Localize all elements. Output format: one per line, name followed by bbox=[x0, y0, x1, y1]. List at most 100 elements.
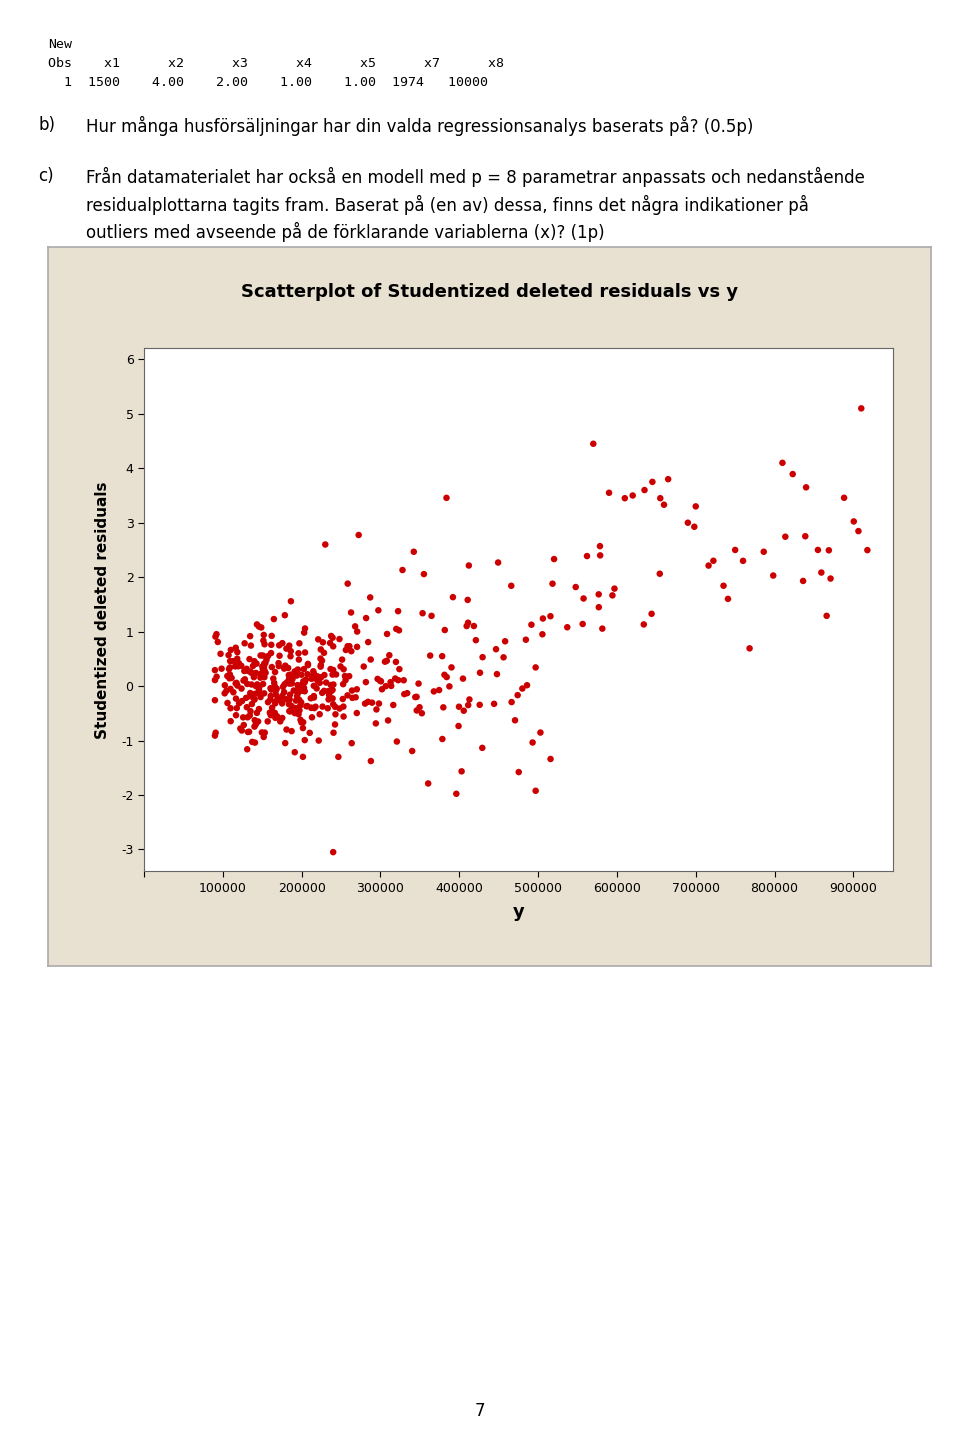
Point bbox=[242, 648, 257, 671]
Point bbox=[210, 630, 226, 653]
Point bbox=[291, 703, 306, 726]
Point bbox=[681, 511, 696, 534]
Point bbox=[228, 636, 244, 659]
Point bbox=[276, 656, 292, 680]
Point bbox=[284, 694, 300, 717]
Point bbox=[288, 697, 303, 720]
Point bbox=[243, 684, 258, 707]
Point bbox=[293, 694, 308, 717]
Point bbox=[258, 661, 274, 684]
Point bbox=[273, 687, 288, 710]
Point bbox=[536, 607, 551, 630]
Point bbox=[396, 682, 412, 706]
Point bbox=[518, 629, 534, 652]
Point bbox=[799, 476, 814, 499]
Point bbox=[306, 674, 322, 697]
Point bbox=[236, 713, 252, 736]
Point bbox=[462, 688, 477, 711]
Point bbox=[778, 526, 793, 549]
Point bbox=[250, 613, 265, 636]
Point bbox=[235, 706, 251, 729]
Point bbox=[511, 761, 526, 784]
Point bbox=[373, 669, 389, 693]
Point bbox=[222, 666, 237, 690]
Point bbox=[233, 655, 249, 678]
Point bbox=[267, 675, 282, 698]
Point bbox=[260, 691, 276, 714]
Point bbox=[219, 680, 234, 703]
Point bbox=[455, 666, 470, 690]
Point bbox=[313, 655, 328, 678]
Point bbox=[250, 701, 265, 725]
Point bbox=[322, 684, 337, 707]
Point bbox=[706, 549, 721, 572]
Point bbox=[528, 780, 543, 803]
Point bbox=[324, 624, 339, 648]
Point bbox=[238, 687, 253, 710]
Point bbox=[414, 701, 429, 725]
Point bbox=[591, 595, 607, 619]
Point bbox=[277, 732, 293, 755]
Point bbox=[309, 677, 324, 700]
Point bbox=[814, 560, 829, 584]
Point bbox=[560, 616, 575, 639]
Point bbox=[223, 649, 238, 672]
Point bbox=[323, 632, 338, 655]
Point bbox=[380, 709, 396, 732]
Point bbox=[297, 729, 312, 752]
Point bbox=[363, 648, 378, 671]
Point bbox=[417, 562, 432, 585]
Point bbox=[268, 690, 283, 713]
Point bbox=[277, 604, 293, 627]
Point bbox=[289, 659, 304, 682]
Point bbox=[594, 617, 610, 640]
Point bbox=[716, 574, 732, 597]
Point bbox=[823, 566, 838, 590]
Point bbox=[358, 607, 373, 630]
Point bbox=[239, 696, 254, 719]
Point bbox=[519, 674, 535, 697]
Point bbox=[309, 665, 324, 688]
Point bbox=[291, 677, 306, 700]
Point bbox=[496, 646, 512, 669]
Point bbox=[278, 717, 294, 741]
Point bbox=[467, 614, 482, 637]
Point bbox=[259, 648, 275, 671]
Point bbox=[228, 652, 244, 675]
Point bbox=[247, 649, 262, 672]
Point bbox=[607, 576, 622, 600]
Point bbox=[338, 639, 353, 662]
Point bbox=[247, 709, 262, 732]
Point bbox=[349, 701, 365, 725]
Point bbox=[305, 659, 321, 682]
Point bbox=[605, 584, 620, 607]
Point bbox=[424, 604, 440, 627]
Point bbox=[853, 396, 869, 420]
Point bbox=[653, 486, 668, 510]
Point bbox=[409, 685, 424, 709]
Point bbox=[325, 635, 341, 658]
Text: Scatterplot of Studentized deleted residuals vs y: Scatterplot of Studentized deleted resid… bbox=[241, 283, 738, 301]
Point bbox=[246, 655, 261, 678]
Text: Obs    x1      x2      x3      x4      x5      x7      x8: Obs x1 x2 x3 x4 x5 x7 x8 bbox=[48, 57, 504, 70]
Point bbox=[234, 677, 250, 700]
Point bbox=[300, 662, 315, 685]
Point bbox=[257, 722, 273, 745]
Point bbox=[295, 675, 310, 698]
Point bbox=[207, 725, 223, 748]
Point bbox=[313, 637, 328, 661]
Point bbox=[645, 470, 660, 494]
Point bbox=[444, 656, 459, 680]
Point bbox=[281, 664, 297, 687]
Point bbox=[474, 736, 490, 759]
Point bbox=[379, 649, 395, 672]
Point bbox=[335, 672, 350, 696]
Point bbox=[308, 696, 324, 719]
Point bbox=[267, 671, 282, 694]
Point bbox=[268, 682, 283, 706]
Point bbox=[399, 681, 415, 704]
Text: Från datamaterialet har också en modell med p = 8 parametrar anpassats och nedan: Från datamaterialet har också en modell … bbox=[86, 167, 865, 187]
Point bbox=[236, 669, 252, 693]
Point bbox=[785, 463, 801, 486]
Point bbox=[305, 664, 321, 687]
